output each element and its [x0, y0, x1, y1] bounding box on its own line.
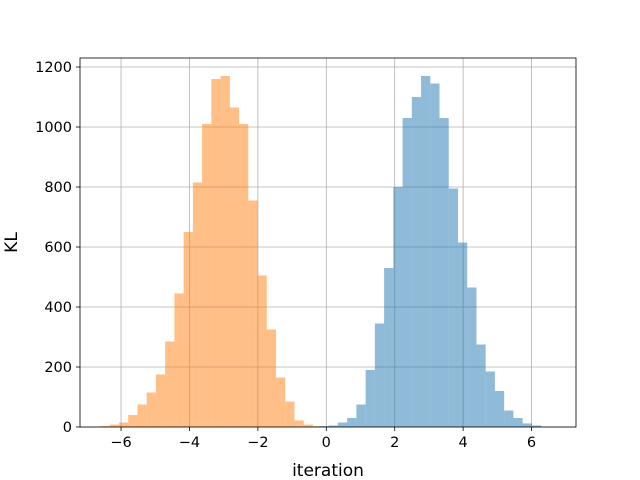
- histogram-bar-series-2: [174, 293, 184, 427]
- y-tick-label: 400: [44, 300, 72, 316]
- axis-ticks: −6 −4 −2 0 2 4 6 0 200 400 600 800 1000 1200: [35, 60, 536, 451]
- grid-lines: [80, 58, 576, 428]
- y-tick-label: 0: [63, 420, 72, 436]
- histogram-bar-series-2: [109, 424, 119, 427]
- histogram-bar-series-2: [183, 232, 193, 427]
- histogram-bar-series-2: [285, 401, 295, 427]
- histogram-bar-series-1: [531, 425, 542, 427]
- histogram-bar-series-2: [257, 275, 267, 427]
- histogram-bar-series-1: [402, 118, 412, 427]
- x-axis-label: iteration: [292, 461, 364, 480]
- histogram-bar-series-1: [421, 76, 431, 427]
- x-tick-label: 0: [322, 435, 331, 451]
- histogram-bar-series-2: [239, 124, 249, 427]
- histogram-bar-series-2: [192, 182, 203, 427]
- x-tick-label: 4: [459, 435, 468, 451]
- histogram-bar-series-1: [328, 425, 338, 427]
- histogram-bar-series-2: [128, 415, 138, 427]
- histogram-bar-series-2: [266, 329, 277, 427]
- histogram-bar-series-1: [337, 422, 348, 427]
- x-tick-label: 2: [390, 435, 399, 451]
- histogram-bar-series-2: [248, 200, 258, 427]
- histogram-bar-series-1: [439, 118, 449, 427]
- histogram-bar-series-2: [118, 422, 129, 427]
- histogram-bar-series-2: [312, 426, 323, 427]
- histogram-bar-series-2: [229, 107, 240, 427]
- histogram-bar-series-1: [374, 323, 385, 427]
- histogram-bar-series-2: [146, 392, 156, 427]
- x-tick-label: −2: [247, 435, 268, 451]
- histogram-bar-series-1: [393, 187, 403, 427]
- histogram-bar-series-1: [347, 418, 357, 427]
- histogram-bar-series-1: [476, 344, 486, 427]
- histogram-bar-series-2: [202, 124, 212, 427]
- histogram-bar-series-1: [356, 404, 366, 427]
- histogram-bar-series-1: [467, 287, 477, 427]
- histogram-bar-series-1: [494, 391, 505, 427]
- histogram-bar-series-2: [211, 79, 221, 427]
- plot-frame: [79, 57, 577, 428]
- histogram-bar-series-1: [411, 97, 422, 427]
- histogram-bar-series-2: [137, 404, 147, 427]
- histogram-bars: [100, 76, 542, 427]
- histogram-bar-series-1: [365, 370, 375, 427]
- y-tick-label: 1200: [35, 60, 72, 76]
- histogram-bar-series-1: [448, 188, 458, 427]
- histogram-bar-series-2: [220, 76, 230, 427]
- histogram-bar-series-2: [276, 377, 286, 427]
- x-tick-label: −4: [179, 435, 200, 451]
- histogram-bar-series-2: [155, 374, 166, 427]
- histogram-bar-series-1: [384, 268, 394, 427]
- histogram-bar-series-1: [457, 242, 468, 427]
- x-tick-label: −6: [110, 435, 131, 451]
- histogram-bar-series-2: [165, 341, 175, 427]
- x-tick-label: 6: [527, 435, 536, 451]
- y-tick-label: 800: [44, 180, 72, 196]
- y-tick-label: 200: [44, 360, 72, 376]
- histogram-bar-series-1: [513, 418, 523, 427]
- y-axis-label: KL: [2, 232, 22, 253]
- histogram-bar-series-1: [504, 410, 514, 427]
- histogram-bar-series-1: [522, 423, 532, 427]
- y-tick-label: 600: [44, 240, 72, 256]
- y-tick-label: 1000: [35, 120, 72, 136]
- histogram-bar-series-2: [294, 420, 304, 427]
- histogram-bar-series-1: [319, 426, 329, 427]
- histogram-bar-series-1: [485, 371, 495, 427]
- histogram-bar-series-2: [303, 424, 313, 427]
- histogram-bar-series-1: [430, 83, 440, 427]
- histogram-bar-series-2: [100, 426, 110, 427]
